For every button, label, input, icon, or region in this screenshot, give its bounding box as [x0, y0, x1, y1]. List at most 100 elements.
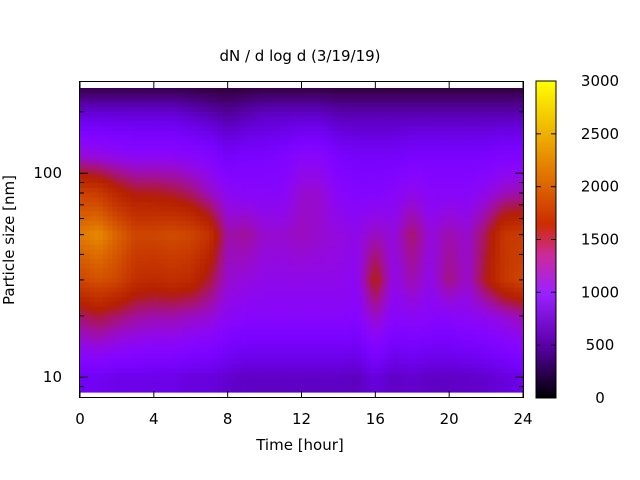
- heatmap-cell: [107, 358, 113, 365]
- heatmap-cell: [209, 297, 215, 303]
- heatmap-cell: [356, 306, 363, 312]
- heatmap-cell: [204, 149, 210, 156]
- heatmap-cell: [324, 221, 330, 227]
- heatmap-cell: [176, 168, 183, 175]
- heatmap-cell: [204, 154, 210, 160]
- heatmap-cell: [430, 168, 436, 175]
- heatmap-cell: [324, 102, 330, 108]
- heatmap-cell: [190, 263, 196, 270]
- heatmap-cell: [287, 140, 293, 146]
- heatmap-cell: [379, 320, 386, 327]
- heatmap-cell: [112, 273, 118, 279]
- heatmap-cell: [158, 178, 164, 184]
- heatmap-cell: [412, 330, 418, 336]
- heatmap-cell: [403, 135, 409, 141]
- heatmap-cell: [103, 268, 109, 274]
- heatmap-cell: [246, 320, 252, 327]
- heatmap-cell: [199, 149, 206, 156]
- heatmap-cell: [232, 206, 238, 213]
- heatmap-cell: [384, 225, 390, 232]
- heatmap-cell: [98, 287, 104, 293]
- heatmap-cell: [315, 225, 321, 232]
- heatmap-cell: [190, 344, 196, 350]
- heatmap-cell: [153, 358, 160, 365]
- heatmap-cell: [421, 97, 427, 103]
- heatmap-cell: [430, 240, 436, 246]
- heatmap-cell: [296, 168, 303, 175]
- heatmap-cell: [80, 292, 86, 298]
- heatmap-cell: [273, 320, 280, 327]
- heatmap-cell: [103, 154, 109, 160]
- heatmap-cell: [121, 235, 127, 241]
- heatmap-cell: [287, 259, 293, 265]
- heatmap-cell: [356, 102, 363, 108]
- heatmap-cell: [218, 178, 224, 184]
- heatmap-cell: [250, 88, 256, 94]
- heatmap-cell: [435, 164, 441, 170]
- heatmap-cell: [315, 126, 321, 132]
- heatmap-cell: [172, 159, 178, 165]
- heatmap-cell: [139, 197, 146, 203]
- heatmap-cell: [107, 149, 113, 156]
- heatmap-cell: [343, 363, 349, 369]
- heatmap-cell: [292, 363, 298, 369]
- heatmap-cell: [181, 187, 187, 194]
- heatmap-cell: [439, 97, 446, 103]
- heatmap-cell: [398, 183, 404, 189]
- heatmap-cell: [241, 278, 247, 284]
- heatmap-cell: [149, 192, 155, 198]
- heatmap-cell: [227, 358, 233, 365]
- heatmap-cell: [389, 230, 395, 236]
- heatmap-cell: [329, 197, 335, 203]
- heatmap-cell: [213, 126, 220, 132]
- heatmap-cell: [103, 344, 109, 350]
- heatmap-cell: [130, 249, 136, 255]
- heatmap-cell: [421, 173, 427, 179]
- heatmap-cell: [255, 92, 261, 99]
- heatmap-cell: [278, 240, 284, 246]
- heatmap-cell: [439, 92, 446, 99]
- heatmap-cell: [412, 183, 418, 189]
- heatmap-cell: [223, 102, 229, 108]
- heatmap-cell: [149, 211, 155, 217]
- heatmap-cell: [435, 126, 441, 132]
- heatmap-cell: [121, 273, 127, 279]
- heatmap-cell: [209, 145, 215, 151]
- heatmap-cell: [227, 173, 233, 179]
- heatmap-cell: [389, 221, 395, 227]
- heatmap-cell: [153, 149, 160, 156]
- heatmap-cell: [366, 235, 372, 241]
- heatmap-cell: [287, 306, 293, 312]
- heatmap-cell: [236, 145, 243, 151]
- heatmap-cell: [375, 216, 381, 222]
- heatmap-cell: [375, 368, 381, 374]
- heatmap-cell: [107, 306, 113, 312]
- heatmap-cell: [149, 373, 155, 379]
- heatmap-cell: [223, 240, 229, 246]
- heatmap-cell: [296, 145, 303, 151]
- heatmap-cell: [227, 354, 233, 360]
- heatmap-cell: [269, 111, 275, 118]
- heatmap-cell: [232, 316, 238, 322]
- heatmap-cell: [319, 339, 326, 346]
- heatmap-cell: [246, 216, 252, 222]
- heatmap-cell: [190, 377, 196, 384]
- heatmap-cell: [190, 97, 196, 103]
- heatmap-cell: [315, 354, 321, 360]
- heatmap-cell: [310, 363, 316, 369]
- heatmap-cell: [264, 244, 270, 251]
- heatmap-cell: [213, 358, 220, 365]
- heatmap-cell: [246, 349, 252, 355]
- heatmap-cell: [435, 154, 441, 160]
- heatmap-cell: [269, 230, 275, 236]
- heatmap-cell: [301, 278, 307, 284]
- heatmap-cell: [126, 149, 132, 156]
- heatmap-cell: [139, 235, 146, 241]
- heatmap-cell: [204, 135, 210, 141]
- heatmap-cell: [412, 382, 418, 388]
- heatmap-cell: [107, 178, 113, 184]
- heatmap-cell: [144, 206, 150, 213]
- heatmap-cell: [379, 240, 386, 246]
- heatmap-cell: [338, 373, 344, 379]
- heatmap-cell: [333, 154, 340, 160]
